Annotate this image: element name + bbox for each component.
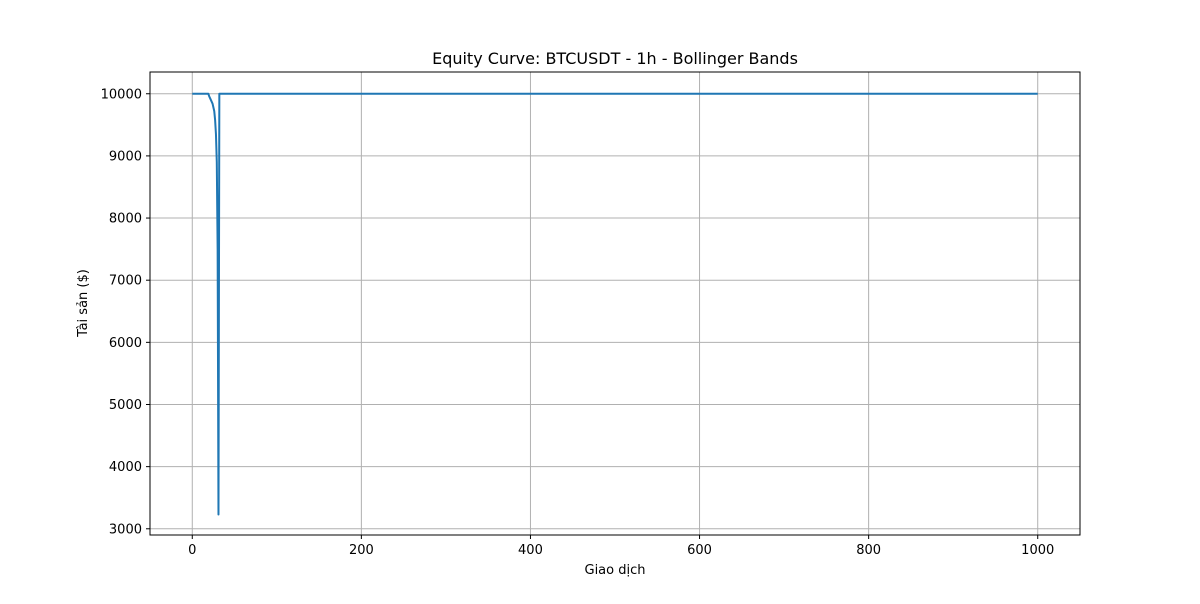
y-tick-label: 7000 [109, 274, 142, 289]
y-tick-label: 6000 [109, 336, 142, 351]
x-axis: 0 200 400 600 800 1000 [188, 535, 1054, 558]
x-tick-label: 400 [518, 543, 543, 558]
y-tick-label: 8000 [109, 212, 142, 227]
y-axis-label: Tài sản ($) [76, 269, 91, 338]
series-line [192, 92, 1038, 516]
series-layer [192, 92, 1038, 516]
y-tick-label: 4000 [109, 460, 142, 475]
y-tick-label: 10000 [101, 87, 142, 102]
x-tick-label: 800 [856, 543, 881, 558]
y-axis: 3000 4000 5000 6000 7000 8000 9000 10000 [101, 87, 150, 537]
x-tick-label: 0 [188, 543, 196, 558]
y-tick-label: 9000 [109, 149, 142, 164]
x-tick-label: 200 [349, 543, 374, 558]
x-tick-label: 1000 [1021, 543, 1054, 558]
x-tick-label: 600 [687, 543, 712, 558]
y-tick-label: 3000 [109, 522, 142, 537]
plot-frame [149, 71, 1081, 536]
chart-title: Equity Curve: BTCUSDT - 1h - Bollinger B… [432, 49, 798, 68]
x-axis-label: Giao dịch [585, 563, 646, 578]
y-tick-label: 5000 [109, 398, 142, 413]
